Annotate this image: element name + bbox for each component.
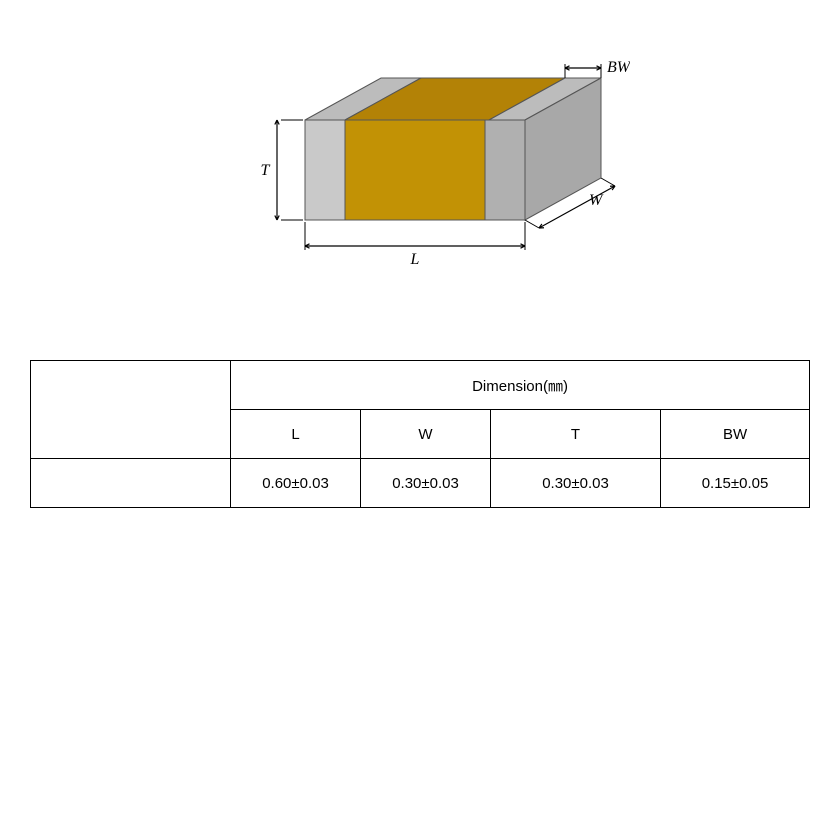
component-svg: T L W BW bbox=[210, 60, 630, 320]
col-L: L bbox=[231, 410, 361, 459]
table-empty-header bbox=[31, 361, 231, 459]
col-BW: BW bbox=[661, 410, 810, 459]
component-diagram: T L W BW bbox=[0, 60, 839, 325]
cell-BW: 0.15±0.05 bbox=[661, 459, 810, 508]
cell-W: 0.30±0.03 bbox=[361, 459, 491, 508]
cell-L: 0.60±0.03 bbox=[231, 459, 361, 508]
svg-text:BW: BW bbox=[607, 60, 630, 76]
table-header: Dimension(㎜) bbox=[231, 361, 810, 410]
svg-text:W: W bbox=[589, 192, 604, 209]
svg-text:T: T bbox=[260, 162, 270, 179]
row-label bbox=[31, 459, 231, 508]
col-W: W bbox=[361, 410, 491, 459]
dimension-table: Dimension(㎜) L W T BW 0.60±0.03 0.30±0.0… bbox=[30, 360, 809, 508]
cell-T: 0.30±0.03 bbox=[491, 459, 661, 508]
col-T: T bbox=[491, 410, 661, 459]
svg-text:L: L bbox=[409, 251, 419, 268]
dimension-table-el: Dimension(㎜) L W T BW 0.60±0.03 0.30±0.0… bbox=[30, 360, 810, 508]
